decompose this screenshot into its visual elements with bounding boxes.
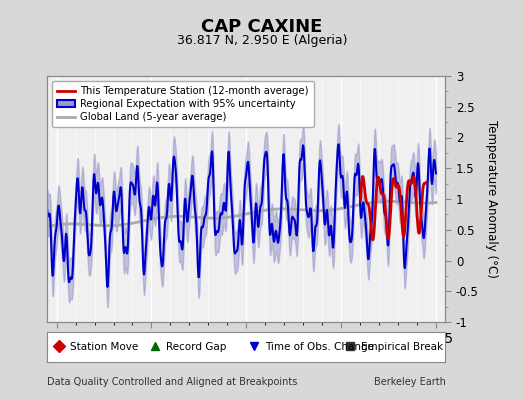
Text: 36.817 N, 2.950 E (Algeria): 36.817 N, 2.950 E (Algeria) [177, 34, 347, 47]
Legend: This Temperature Station (12-month average), Regional Expectation with 95% uncer: This Temperature Station (12-month avera… [52, 81, 314, 127]
Text: CAP CAXINE: CAP CAXINE [201, 18, 323, 36]
Text: Data Quality Controlled and Aligned at Breakpoints: Data Quality Controlled and Aligned at B… [47, 377, 298, 387]
Y-axis label: Temperature Anomaly (°C): Temperature Anomaly (°C) [485, 120, 498, 278]
Text: Time of Obs. Change: Time of Obs. Change [265, 342, 374, 352]
Text: Record Gap: Record Gap [166, 342, 226, 352]
Text: Berkeley Earth: Berkeley Earth [374, 377, 445, 387]
Text: Empirical Break: Empirical Break [361, 342, 443, 352]
Text: Station Move: Station Move [70, 342, 138, 352]
